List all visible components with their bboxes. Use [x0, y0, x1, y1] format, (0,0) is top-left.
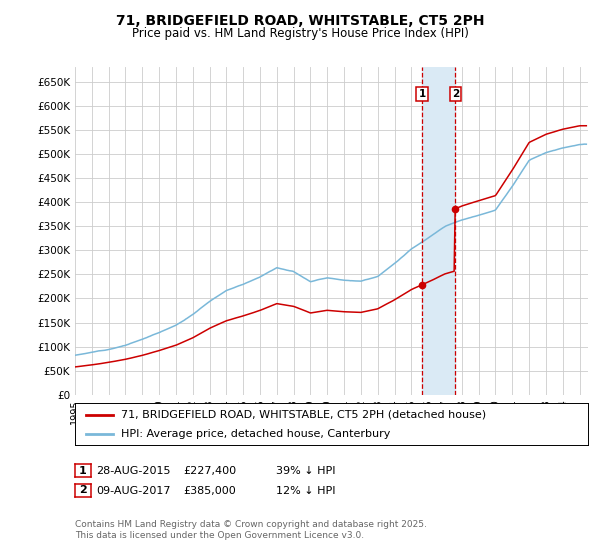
Text: £227,400: £227,400 [183, 466, 236, 476]
Text: 2: 2 [79, 486, 86, 495]
Text: HPI: Average price, detached house, Canterbury: HPI: Average price, detached house, Cant… [121, 429, 391, 439]
Bar [422, 67, 455, 395]
Text: 71, BRIDGEFIELD ROAD, WHITSTABLE, CT5 2PH: 71, BRIDGEFIELD ROAD, WHITSTABLE, CT5 2P… [116, 14, 484, 28]
Text: £385,000: £385,000 [183, 486, 236, 496]
Text: 09-AUG-2017: 09-AUG-2017 [96, 486, 170, 496]
Text: 1: 1 [79, 466, 86, 475]
Text: 2: 2 [452, 89, 459, 99]
Text: Contains HM Land Registry data © Crown copyright and database right 2025.
This d: Contains HM Land Registry data © Crown c… [75, 520, 427, 540]
Text: 28-AUG-2015: 28-AUG-2015 [96, 466, 170, 476]
Text: 1: 1 [419, 89, 426, 99]
Text: 71, BRIDGEFIELD ROAD, WHITSTABLE, CT5 2PH (detached house): 71, BRIDGEFIELD ROAD, WHITSTABLE, CT5 2P… [121, 409, 486, 419]
Text: 39% ↓ HPI: 39% ↓ HPI [276, 466, 335, 476]
Text: 12% ↓ HPI: 12% ↓ HPI [276, 486, 335, 496]
Text: Price paid vs. HM Land Registry's House Price Index (HPI): Price paid vs. HM Land Registry's House … [131, 27, 469, 40]
